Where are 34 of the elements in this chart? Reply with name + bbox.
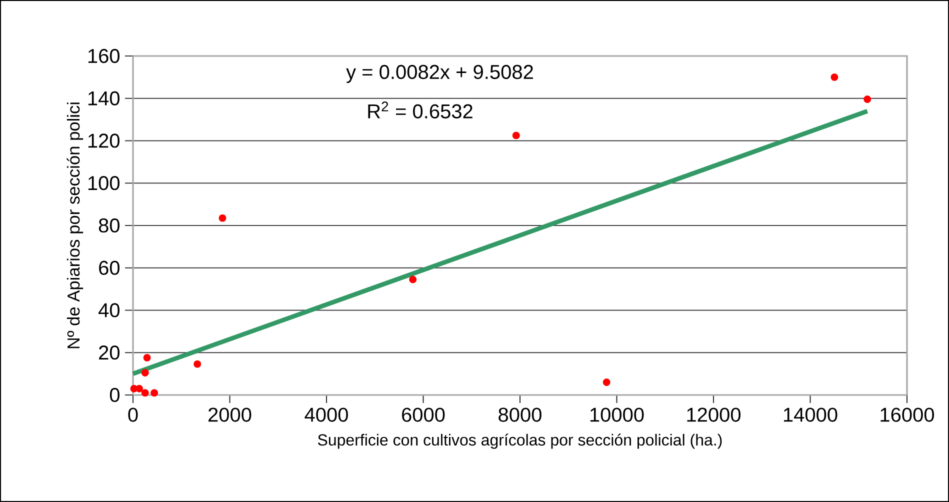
point xyxy=(141,369,149,376)
point xyxy=(136,384,144,392)
y-tick-label: 160 xyxy=(88,48,120,64)
point xyxy=(143,354,151,362)
y-tick-label: 80 xyxy=(98,218,120,233)
point xyxy=(218,214,226,222)
y-tick-label: 40 xyxy=(98,303,120,318)
point xyxy=(141,389,149,397)
y-tick-label: 100 xyxy=(88,176,120,190)
x-tick-label: 6000 xyxy=(402,408,445,422)
x-tick-label: 4000 xyxy=(304,408,348,422)
y-axis-title: Nº de Apiarios por sección polici xyxy=(66,102,84,348)
annotation: y = 0.0082x + 9.5082 xyxy=(346,64,533,84)
x-tick-label: 16000 xyxy=(880,408,934,422)
x-axis-title: Superficie con cultivos agrícolas por sección policial (ha.) xyxy=(318,434,722,449)
y-tick-label: 140 xyxy=(88,91,120,106)
y-tick-label: 60 xyxy=(99,260,120,275)
point xyxy=(150,389,158,397)
point xyxy=(512,132,520,140)
x-tick-label: 12000 xyxy=(687,408,741,422)
point xyxy=(602,378,610,386)
x-tick-label: 0 xyxy=(128,408,138,422)
x-tick-label: 10000 xyxy=(590,408,644,422)
y-tick-label: 120 xyxy=(88,134,120,148)
x-tick-label: 14000 xyxy=(784,408,838,422)
point xyxy=(830,73,838,81)
x-tick-label: 2000 xyxy=(208,408,252,422)
y-tick-label: 20 xyxy=(99,346,120,360)
point xyxy=(864,95,872,103)
x-tick-label: 8000 xyxy=(498,408,542,422)
point xyxy=(194,360,202,368)
y-tick-label: 0 xyxy=(110,388,120,402)
point xyxy=(409,276,417,284)
annotation: R$^{2}$ = 0.6532 xyxy=(368,102,472,118)
